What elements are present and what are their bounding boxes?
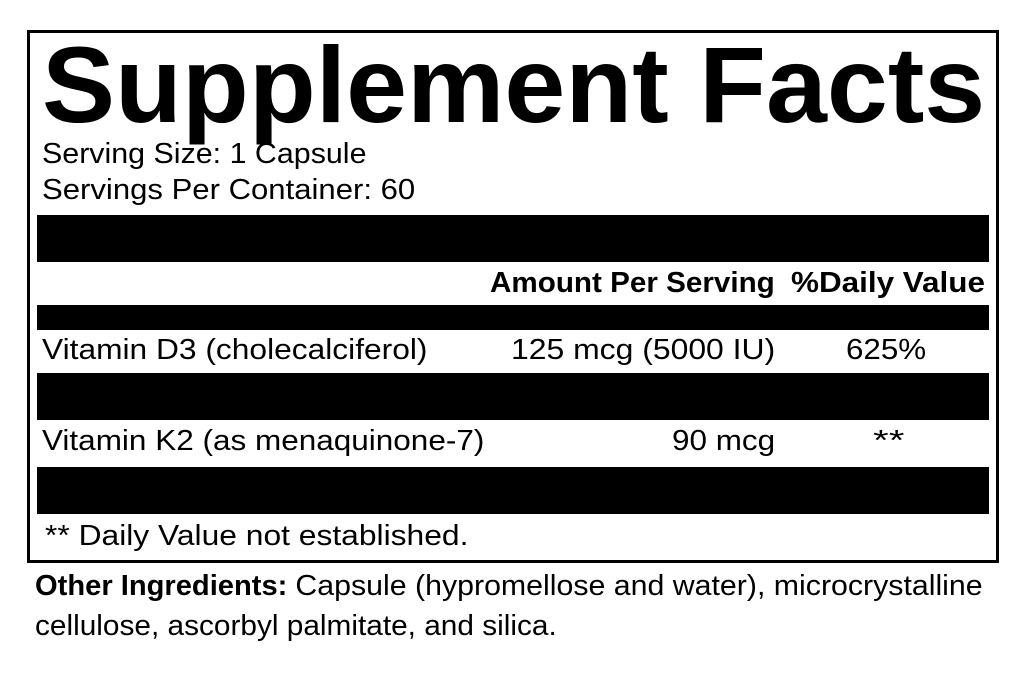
supplement-facts-panel — [27, 30, 999, 563]
other-ingredients-label: Other Ingredients: — [35, 570, 288, 602]
nutrient-name: Vitamin D3 (cholecalciferol) — [42, 334, 428, 366]
nutrient-name: Vitamin K2 (as menaquinone-7) — [42, 425, 485, 457]
panel-title: Supplement Facts — [42, 24, 986, 145]
footnote: ** Daily Value not established. — [45, 520, 469, 552]
divider-bar — [37, 215, 989, 262]
divider-bar — [37, 305, 989, 330]
servings-per-container: Servings Per Container: 60 — [42, 174, 416, 206]
daily-value-header: %Daily Value — [791, 267, 985, 299]
amount-per-serving-header: Amount Per Serving — [490, 267, 775, 299]
divider-bar — [37, 467, 989, 514]
nutrient-amount: 125 mcg (5000 IU) — [511, 334, 776, 366]
other-ingredients-line2: cellulose, ascorbyl palmitate, and silic… — [35, 610, 557, 642]
serving-size: Serving Size: 1 Capsule — [42, 138, 367, 170]
divider-bar — [37, 373, 989, 420]
nutrient-amount: 90 mcg — [672, 425, 776, 457]
nutrient-daily-value: 625% — [846, 334, 927, 366]
other-ingredients-text: Capsule (hypromellose and water), microc… — [287, 570, 983, 602]
nutrient-daily-value: ** — [873, 425, 905, 457]
